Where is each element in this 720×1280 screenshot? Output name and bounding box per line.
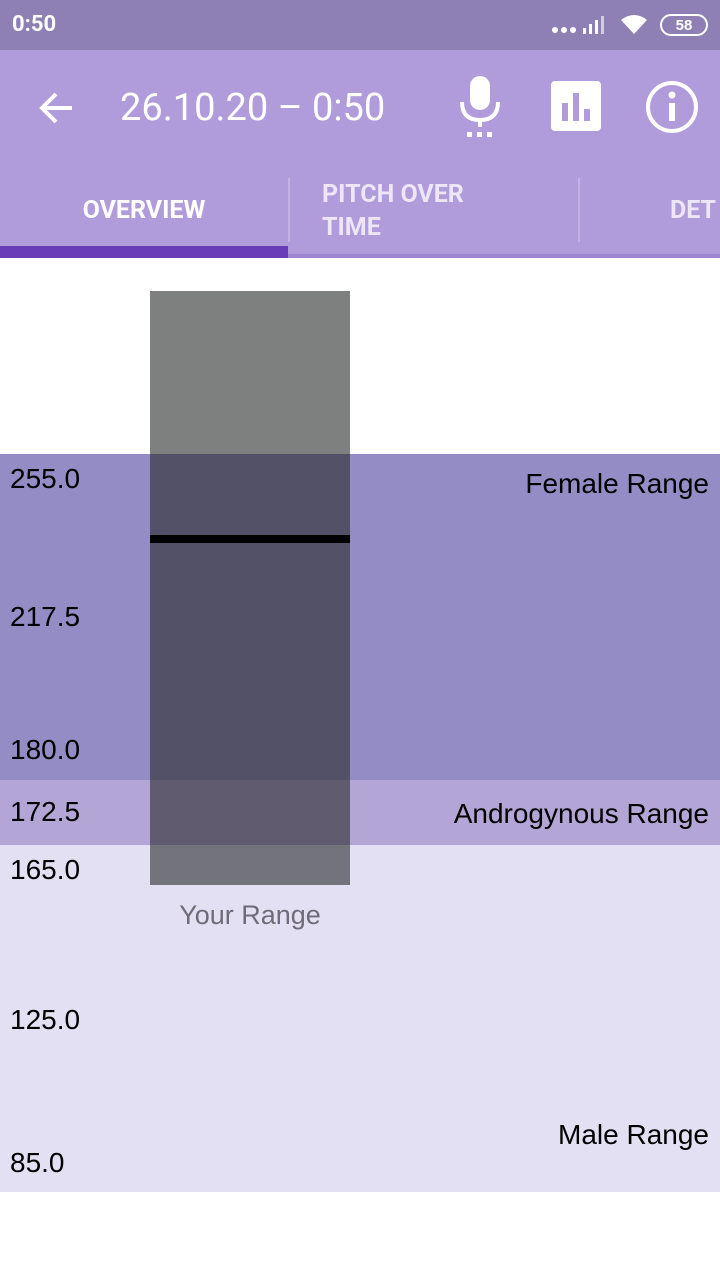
- male-band: [0, 845, 720, 1192]
- status-icons: 58: [552, 14, 708, 36]
- band-label: Androgynous Range: [454, 798, 709, 829]
- back-button[interactable]: [36, 88, 80, 128]
- band-label: Male Range: [558, 1119, 709, 1150]
- axis-label: 217.5: [10, 601, 80, 632]
- divider: [578, 178, 580, 242]
- stats-button[interactable]: [551, 81, 601, 131]
- toolbar-title: 26.10.20 – 0:50: [120, 86, 386, 130]
- toolbar: 26.10.20 – 0:50: [0, 50, 720, 170]
- info-button[interactable]: [644, 79, 700, 135]
- tab-indicator: [0, 246, 288, 258]
- mic-button[interactable]: [455, 74, 505, 140]
- mean-line: [150, 535, 350, 543]
- axis-label: 180.0: [10, 734, 80, 765]
- axis-label: 255.0: [10, 463, 80, 494]
- androgynous-band: [0, 780, 720, 845]
- battery: 58: [676, 17, 693, 34]
- axis-label: 125.0: [10, 1004, 80, 1035]
- clock: 0:50: [12, 12, 57, 37]
- your-range-label: Your Range: [179, 900, 321, 930]
- divider: [288, 178, 290, 242]
- tab[interactable]: OVERVIEW: [82, 196, 206, 225]
- axis-label: 85.0: [10, 1147, 65, 1178]
- tab-underline: [288, 254, 720, 258]
- axis-label: 165.0: [10, 854, 80, 885]
- your-range-bar: [150, 291, 350, 885]
- range-chart: Your Range Female Range Androgynous Rang…: [0, 291, 720, 1192]
- tab[interactable]: PITCH OVER TIME: [322, 180, 464, 242]
- tab[interactable]: DET: [670, 196, 717, 225]
- band-label: Female Range: [525, 468, 709, 499]
- axis-label: 172.5: [10, 796, 80, 827]
- tab-bar: OVERVIEW PITCH OVER TIME DET: [0, 170, 720, 258]
- female-band: [0, 454, 720, 780]
- status-bar: 0:50 58: [0, 0, 720, 50]
